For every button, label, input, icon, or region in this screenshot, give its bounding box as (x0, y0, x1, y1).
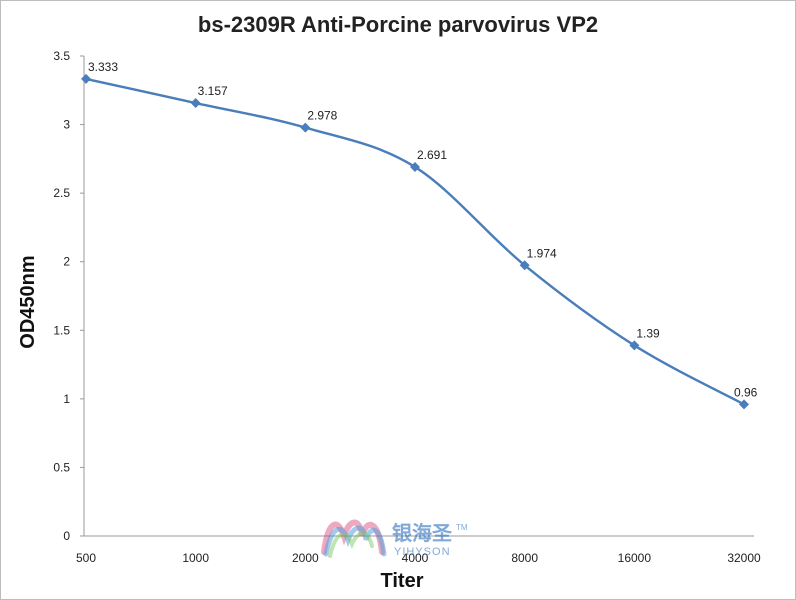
series-line (85, 77, 745, 406)
chart-title: bs-2309R Anti-Porcine parvovirus VP2 (198, 12, 598, 37)
y-tick-label: 0.5 (53, 460, 70, 474)
x-tick-label: 1000 (182, 551, 209, 565)
y-tick-label: 1 (63, 392, 70, 406)
x-tick-label: 8000 (511, 551, 538, 565)
data-label: 2.978 (307, 109, 337, 123)
y-tick-labels: 0 0.5 1 1.5 2 2.5 3 3.5 (53, 49, 70, 543)
x-tick-label: 32000 (727, 551, 761, 565)
data-label: 3.157 (198, 84, 228, 98)
axes (80, 55, 754, 537)
x-tick-label: 16000 (618, 551, 652, 565)
x-tick-label: 2000 (292, 551, 319, 565)
x-tick-label: 500 (76, 551, 96, 565)
data-point-marker (739, 399, 749, 410)
x-axis-label: Titer (381, 570, 424, 592)
y-tick-label: 0 (63, 529, 70, 543)
y-tick-label: 2 (63, 255, 70, 269)
data-point-marker (300, 122, 311, 133)
x-tick-label: 4000 (402, 551, 429, 565)
watermark-logo-icon (321, 519, 387, 558)
data-label: 1.39 (636, 326, 660, 340)
watermark-sub: YIHYSON (394, 546, 451, 558)
data-label: 2.691 (417, 148, 447, 162)
data-markers (81, 73, 749, 410)
data-point-marker (190, 98, 201, 109)
data-point-marker (519, 260, 530, 271)
y-tick-label: 2.5 (53, 186, 70, 200)
y-tick-label: 1.5 (53, 323, 70, 337)
data-point-marker (629, 340, 640, 351)
y-axis-label: OD450nm (17, 255, 39, 348)
data-label: 3.333 (88, 60, 118, 74)
watermark-brand: 银海圣 (392, 521, 453, 545)
x-tick-labels: 500 1000 2000 4000 8000 16000 32000 (76, 551, 761, 565)
watermark-trademark: TM (456, 523, 468, 532)
watermark-logo: 银海圣 TM YIHYSON (321, 519, 468, 558)
data-label: 0.96 (734, 385, 758, 399)
data-point-marker (81, 73, 91, 84)
data-point-marker (410, 161, 420, 172)
y-tick-label: 3.5 (53, 49, 70, 63)
data-labels: 3.333 3.157 2.978 2.691 1.974 1.39 0.96 (88, 60, 758, 399)
data-label: 1.974 (527, 246, 557, 260)
y-tick-label: 3 (63, 118, 70, 132)
